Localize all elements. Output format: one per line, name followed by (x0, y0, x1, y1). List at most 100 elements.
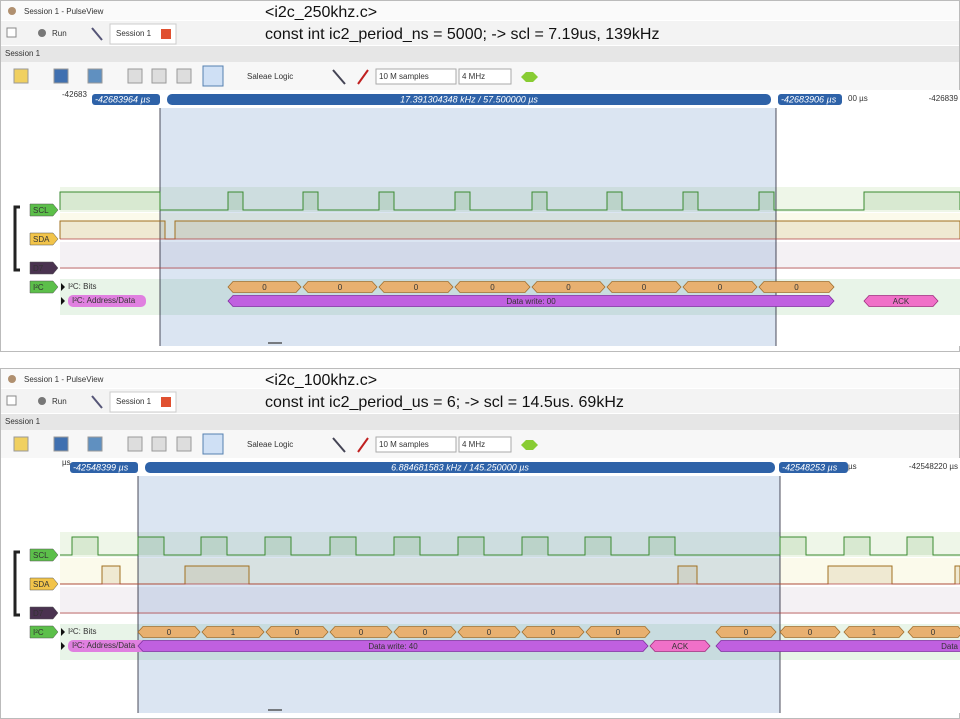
toolbar-button[interactable] (53, 68, 69, 84)
bit-value: 0 (359, 628, 364, 637)
cursor-left[interactable] (92, 94, 160, 105)
bits-row-label: I²C: Bits (68, 627, 96, 636)
cursor-toggle[interactable] (202, 433, 224, 455)
channel-label[interactable] (29, 232, 59, 246)
scl-wave-fill (532, 192, 547, 210)
d7-band (60, 242, 960, 269)
probe-icon (357, 437, 369, 453)
channel-label[interactable] (29, 577, 59, 591)
d7-band (60, 587, 960, 614)
decoder-icon[interactable] (521, 72, 538, 82)
toolbar-button[interactable] (87, 68, 103, 84)
title-bar (1, 369, 959, 388)
bit-value: 1 (231, 628, 236, 637)
toolbar-button[interactable] (151, 436, 167, 452)
row-arrow (61, 642, 65, 650)
channel-label[interactable] (29, 548, 59, 562)
scl-wave (59, 191, 960, 211)
samples-box[interactable] (375, 68, 457, 85)
pulseview-window: Session 1 - PulseView <i2c_100khz.c> Run Se… (0, 368, 960, 719)
device-select[interactable]: Saleae Logic (247, 440, 293, 449)
bit-value: 1 (872, 628, 877, 637)
sda-wave (60, 565, 960, 585)
tab[interactable] (109, 23, 177, 45)
channel-label[interactable] (29, 606, 59, 620)
channel-label[interactable] (29, 261, 59, 275)
rate-box[interactable] (458, 436, 512, 453)
checkbox[interactable] (6, 27, 17, 38)
addr-row-label: I²C: Address/Data (72, 296, 136, 305)
ruler-far-right: -42548220 µs (909, 462, 958, 471)
bit-value: 0 (262, 283, 267, 292)
bit-value: 0 (616, 628, 621, 637)
session-label: Session 1 (5, 49, 41, 58)
cursor-right-label: -42548253 µs (782, 462, 838, 472)
tab[interactable] (109, 391, 177, 413)
tab-close[interactable] (161, 397, 171, 407)
cursor-left[interactable] (70, 462, 138, 473)
channel-label[interactable] (29, 625, 59, 639)
cursor-right[interactable] (778, 94, 842, 105)
ruler-edge-left: µs (62, 458, 71, 467)
tab-close[interactable] (161, 29, 171, 39)
scl-wave-fill (844, 537, 870, 555)
sda-band (60, 558, 960, 584)
samples-select[interactable]: 10 M samples (379, 72, 429, 81)
bit-value: 0 (642, 283, 647, 292)
toolbar-button[interactable] (127, 436, 143, 452)
toolbar-button[interactable] (151, 68, 167, 84)
bit-value: 0 (794, 283, 799, 292)
decoder-icon[interactable] (521, 440, 538, 450)
cursor-span[interactable] (145, 462, 775, 473)
addr-row-label-bg (68, 295, 146, 307)
samples-box[interactable] (375, 436, 457, 453)
toolbar-button[interactable] (13, 68, 29, 84)
cursor-right[interactable] (779, 462, 848, 473)
tab-label[interactable]: Session 1 (116, 29, 152, 38)
bit-annotation (201, 626, 265, 638)
bit-annotation (758, 281, 835, 293)
bit-annotation (715, 626, 777, 638)
toolbar-button[interactable] (176, 68, 192, 84)
row-arrow (61, 283, 65, 291)
bit-annotation (585, 626, 651, 638)
note-title: <i2c_100khz.c> (265, 372, 377, 389)
scl-wave-fill (138, 537, 164, 555)
toolbar-button[interactable] (13, 436, 29, 452)
bit-value: 0 (423, 628, 428, 637)
probe-icon (357, 69, 369, 85)
run-icon[interactable] (38, 397, 46, 405)
bit-annotation (329, 626, 393, 638)
run-button[interactable]: Run (52, 397, 67, 406)
note-code: const int ic2_period_us = 6; -> scl = 14… (265, 394, 624, 411)
bit-annotation (137, 626, 201, 638)
selection (138, 476, 780, 713)
toolbar-button[interactable] (87, 436, 103, 452)
device-select[interactable]: Saleae Logic (247, 72, 293, 81)
bit-annotation (907, 626, 960, 638)
tab-label[interactable]: Session 1 (116, 397, 152, 406)
scl-wave-fill (265, 537, 291, 555)
channel-name: SDA (33, 580, 50, 589)
rate-select[interactable]: 4 MHz (462, 72, 485, 81)
channel-name: SDA (33, 235, 50, 244)
ack-annotation (863, 295, 939, 307)
run-button[interactable]: Run (52, 29, 67, 38)
scl-wave-fill (780, 537, 806, 555)
bit-annotation (454, 281, 531, 293)
bit-value: 0 (931, 628, 936, 637)
samples-select[interactable]: 10 M samples (379, 440, 429, 449)
toolbar-button[interactable] (53, 436, 69, 452)
bit-value: 0 (566, 283, 571, 292)
cursor-toggle[interactable] (202, 65, 224, 87)
channel-label[interactable] (29, 280, 59, 294)
checkbox[interactable] (6, 395, 17, 406)
toolbar-button[interactable] (127, 68, 143, 84)
channel-label[interactable] (29, 203, 59, 217)
rate-select[interactable]: 4 MHz (462, 440, 485, 449)
toolbar-button[interactable] (176, 436, 192, 452)
cursor-span[interactable] (167, 94, 771, 105)
rate-box[interactable] (458, 68, 512, 85)
run-icon[interactable] (38, 29, 46, 37)
